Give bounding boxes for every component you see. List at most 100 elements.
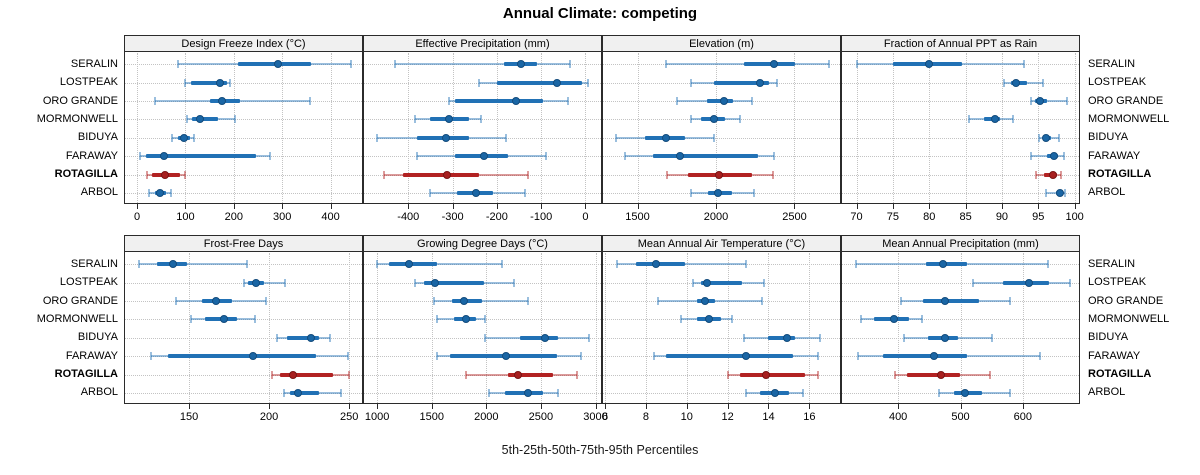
percentile-5th-cap	[968, 115, 971, 124]
gridline-horizontal	[603, 337, 840, 339]
percentile-95th-cap	[1063, 152, 1066, 161]
gridline-vertical	[233, 53, 235, 203]
x-tick-label: 200	[259, 411, 279, 423]
median-dot	[249, 352, 258, 361]
site-label-right: LOSTPEAK	[1088, 76, 1147, 89]
percentile-95th-cap	[773, 152, 776, 161]
x-tick	[137, 204, 139, 209]
percentile-5th-cap	[653, 352, 656, 361]
percentile-5th-cap	[183, 78, 186, 87]
x-tick	[496, 204, 498, 209]
gridline-horizontal	[603, 264, 840, 266]
percentile-5th-cap	[679, 315, 682, 324]
x-tick	[595, 404, 597, 409]
site-label-left: SERALIN	[70, 57, 118, 70]
percentile-95th-cap	[346, 352, 349, 361]
interquartile-band	[280, 372, 334, 377]
percentile-5th-cap	[448, 97, 451, 106]
percentile-95th-cap	[269, 152, 272, 161]
percentile-95th-cap	[526, 297, 529, 306]
percentile-95th-cap	[169, 188, 172, 197]
median-dot	[1012, 78, 1021, 87]
x-tick	[585, 204, 587, 209]
x-tick	[960, 404, 962, 409]
gridline-vertical	[892, 53, 894, 203]
panel-header: Effective Precipitation (mm)	[363, 35, 602, 52]
gridline-horizontal	[364, 174, 601, 176]
percentile-95th-cap	[544, 152, 547, 161]
gridline-horizontal	[603, 64, 840, 66]
percentile-95th-cap	[569, 60, 572, 69]
gridline-vertical	[809, 253, 811, 403]
gridline-vertical	[929, 53, 931, 203]
panel-plot-area	[363, 52, 602, 204]
x-tick-label: 1500	[625, 211, 650, 223]
percentile-95th-cap	[328, 333, 331, 342]
percentile-5th-cap	[276, 333, 279, 342]
x-tick	[486, 404, 488, 409]
percentile-5th-cap	[689, 78, 692, 87]
site-label-left: LOSTPEAK	[59, 76, 118, 89]
gridline-horizontal	[842, 82, 1079, 84]
x-tick	[965, 204, 967, 209]
interquartile-band	[454, 99, 544, 104]
panel-header: Frost-Free Days	[124, 235, 363, 252]
percentile-5th-cap	[664, 60, 667, 69]
x-tick	[727, 404, 729, 409]
percentile-5th-cap	[623, 152, 626, 161]
gridline-horizontal	[842, 282, 1079, 284]
percentile-5th-cap	[376, 260, 379, 269]
median-dot	[516, 60, 525, 69]
percentile-5th-cap	[745, 388, 748, 397]
gridline-vertical	[269, 253, 271, 403]
percentile-95th-cap	[752, 188, 755, 197]
percentile-95th-cap	[567, 97, 570, 106]
x-tick-label: -400	[397, 211, 420, 223]
panel-plot-area	[602, 252, 841, 404]
x-tick-label: 400	[888, 411, 908, 423]
gridline-horizontal	[364, 119, 601, 121]
percentile-95th-cap	[738, 115, 741, 124]
percentile-5th-cap	[1003, 78, 1006, 87]
panel-header: Growing Degree Days (°C)	[363, 235, 602, 252]
median-dot	[990, 115, 999, 124]
interquartile-band	[389, 262, 438, 267]
percentile-5th-cap	[666, 170, 669, 179]
interquartile-band	[701, 280, 742, 285]
percentile-range-line	[395, 63, 571, 66]
gridline-horizontal	[125, 264, 362, 266]
gridline-horizontal	[125, 319, 362, 321]
x-tick	[185, 204, 187, 209]
median-dot	[1048, 170, 1057, 179]
percentile-5th-cap	[413, 115, 416, 124]
percentile-5th-cap	[1030, 152, 1033, 161]
percentile-5th-cap	[903, 333, 906, 342]
percentile-5th-cap	[484, 333, 487, 342]
percentile-95th-cap	[1011, 115, 1014, 124]
gridline-horizontal	[603, 137, 840, 139]
interquartile-band	[286, 335, 319, 340]
percentile-5th-cap	[689, 115, 692, 124]
interquartile-band	[496, 80, 582, 85]
x-tick	[408, 204, 410, 209]
percentile-5th-cap	[175, 297, 178, 306]
site-label-right: SERALIN	[1088, 57, 1136, 70]
site-label-left: FARAWAY	[65, 349, 118, 362]
gridline-vertical	[137, 53, 139, 203]
site-label-left: SERALIN	[70, 257, 118, 270]
panel-header: Elevation (m)	[602, 35, 841, 52]
percentile-5th-cap	[153, 97, 156, 106]
x-tick	[809, 404, 811, 409]
gridline-vertical	[1038, 53, 1040, 203]
gridline-vertical	[645, 253, 647, 403]
gridline-horizontal	[364, 374, 601, 376]
site-label-right: ORO GRANDE	[1088, 294, 1164, 307]
gridline-horizontal	[364, 319, 601, 321]
x-tick	[233, 204, 235, 209]
median-dot	[195, 115, 204, 124]
median-dot	[443, 170, 452, 179]
percentile-5th-cap	[487, 388, 490, 397]
percentile-95th-cap	[284, 278, 287, 287]
percentile-95th-cap	[761, 297, 764, 306]
gridline-horizontal	[603, 374, 840, 376]
